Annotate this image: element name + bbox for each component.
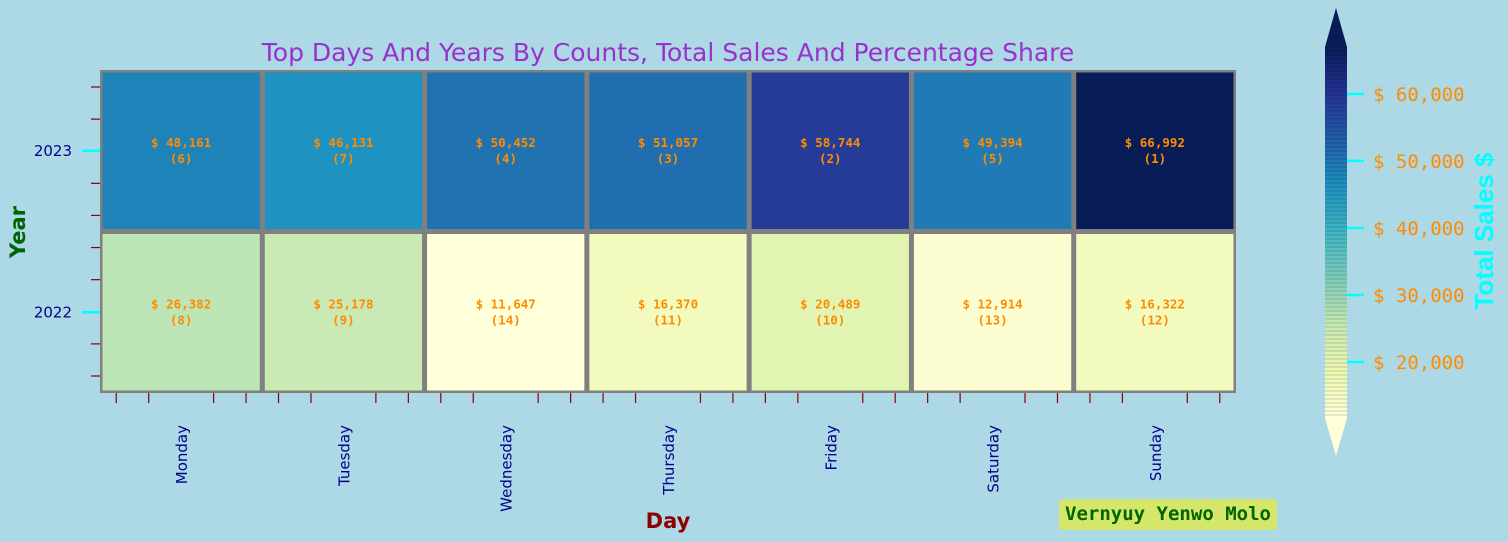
heatmap-cell	[264, 72, 423, 229]
colorbar-tick-label: $ 30,000	[1373, 285, 1465, 307]
cell-value-label: $ 51,057	[638, 135, 698, 150]
cell-value-label: $ 49,394	[962, 135, 1022, 150]
heatmap-cell	[264, 234, 423, 391]
cell-value-label: $ 25,178	[313, 296, 373, 311]
watermark: Vernyuy Yenwo Molo	[1059, 499, 1277, 530]
x-tick-label: Sunday	[1147, 425, 1165, 481]
cell-value-label: $ 46,131	[313, 135, 373, 150]
heatmap-cell	[1076, 72, 1234, 229]
x-tick-label: Saturday	[985, 425, 1003, 493]
x-tick-label: Monday	[173, 425, 191, 484]
heatmap-cell	[589, 234, 747, 391]
cell-value-label: $ 20,489	[800, 296, 860, 311]
cell-rank-label: (8)	[170, 312, 193, 327]
plot-area: $ 48,161(6) $ 46,131(7) $ 50,452(4) $ 51,05…	[34, 70, 1236, 512]
heatmap-cell	[427, 72, 585, 229]
cell-rank-label: (1)	[1144, 151, 1167, 166]
heatmap-cell	[751, 234, 909, 391]
x-tick-label: Wednesday	[498, 425, 516, 512]
heatmap-cell	[913, 72, 1072, 229]
colorbar: $ 20,000 $ 30,000 $ 40,000 $ 50,000 $ 60,000…	[1325, 8, 1499, 456]
cell-value-label: $ 16,322	[1125, 296, 1185, 311]
colorbar-tick-label: $ 50,000	[1373, 151, 1465, 173]
x-tick-label: Friday	[822, 425, 840, 471]
cell-value-label: $ 12,914	[962, 296, 1022, 311]
colorbar-extend-max	[1325, 8, 1347, 47]
cell-rank-label: (9)	[332, 312, 355, 327]
cell-value-label: $ 58,744	[800, 135, 860, 150]
heatmap-cell	[427, 234, 585, 391]
cell-value-label: $ 50,452	[476, 135, 536, 150]
cell-rank-label: (6)	[170, 151, 193, 166]
cell-rank-label: (12)	[1140, 312, 1170, 327]
heatmap-cell	[751, 72, 909, 229]
cell-value-label: $ 48,161	[151, 135, 211, 150]
heatmap-cell	[1076, 234, 1234, 391]
colorbar-tick-label: $ 60,000	[1373, 84, 1465, 106]
cell-rank-label: (11)	[653, 312, 683, 327]
cell-rank-label: (5)	[981, 151, 1004, 166]
cell-rank-label: (7)	[332, 151, 355, 166]
cell-value-label: $ 16,370	[638, 296, 698, 311]
y-tick-label: 2023	[34, 142, 72, 160]
cell-rank-label: (14)	[491, 312, 521, 327]
cell-rank-label: (2)	[819, 151, 842, 166]
colorbar-label: Total Sales $	[1469, 152, 1499, 310]
x-tick-label: Thursday	[660, 425, 678, 496]
colorbar-tick-label: $ 40,000	[1373, 218, 1465, 240]
colorbar-gradient	[1325, 47, 1347, 418]
cell-rank-label: (3)	[657, 151, 680, 166]
y-axis-label: Year	[6, 205, 30, 259]
heatmap-cell	[589, 72, 747, 229]
x-axis-label: Day	[646, 509, 691, 533]
heatmap-cell	[102, 72, 260, 229]
colorbar-extend-min	[1325, 418, 1347, 456]
cell-value-label: $ 11,647	[476, 296, 536, 311]
cell-rank-label: (4)	[494, 151, 517, 166]
cell-value-label: $ 26,382	[151, 296, 211, 311]
y-tick-label: 2022	[34, 303, 72, 321]
heatmap-cell	[102, 234, 260, 391]
cell-rank-label: (13)	[978, 312, 1008, 327]
heatmap-cell	[913, 234, 1072, 391]
colorbar-tick-label: $ 20,000	[1373, 352, 1465, 374]
chart-title: Top Days And Years By Counts, Total Sale…	[261, 38, 1075, 67]
cell-value-label: $ 66,992	[1125, 135, 1185, 150]
x-tick-label: Tuesday	[335, 425, 353, 487]
cell-rank-label: (10)	[815, 312, 845, 327]
